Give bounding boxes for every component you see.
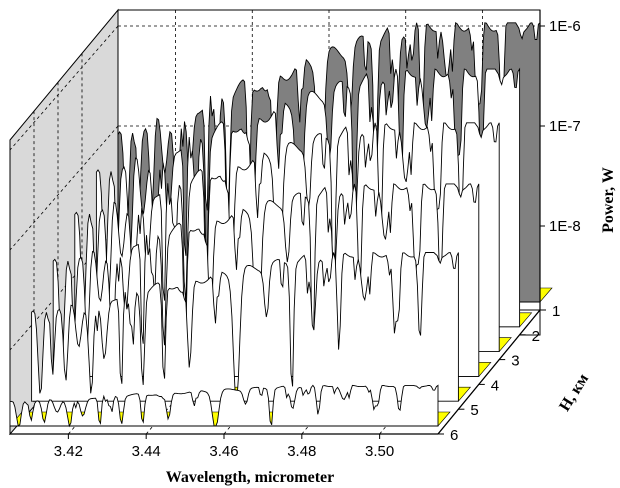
series-group [9,21,553,428]
y-axis-title: Power, W [600,167,617,233]
depth-axis-line [437,309,541,435]
y-tick-labels: 1E-6 1E-7 1E-8 [540,18,581,235]
x-tick-labels: 3.42 3.44 3.46 3.48 3.50 [54,434,394,460]
x-tick-label-2: 3.46 [209,443,238,460]
x-tick-label-4: 3.50 [365,443,394,460]
x-tick-label-0: 3.42 [54,443,83,460]
y-tick-label-1: 1E-7 [549,118,581,135]
z-tick-label-3: 4 [491,377,499,394]
z-tick-label-5: 6 [450,427,458,444]
z-axis-title: H, км [556,371,592,414]
series-line-6 [9,384,439,428]
z-tick-label-1: 2 [532,328,540,345]
series-line-5 [31,251,459,402]
x-tick-label-3: 3.48 [287,443,316,460]
x-tick-label-1: 3.44 [132,443,161,460]
y-tick-label-0: 1E-6 [549,18,581,35]
series-6 [9,384,451,428]
y-tick-label-2: 1E-8 [549,218,581,235]
z-tick-label-0: 1 [552,303,560,320]
z-tick-label-2: 3 [511,353,519,370]
z-tick-label-4: 5 [470,402,478,419]
x-axis-title: Wavelength, micrometer [166,469,335,486]
